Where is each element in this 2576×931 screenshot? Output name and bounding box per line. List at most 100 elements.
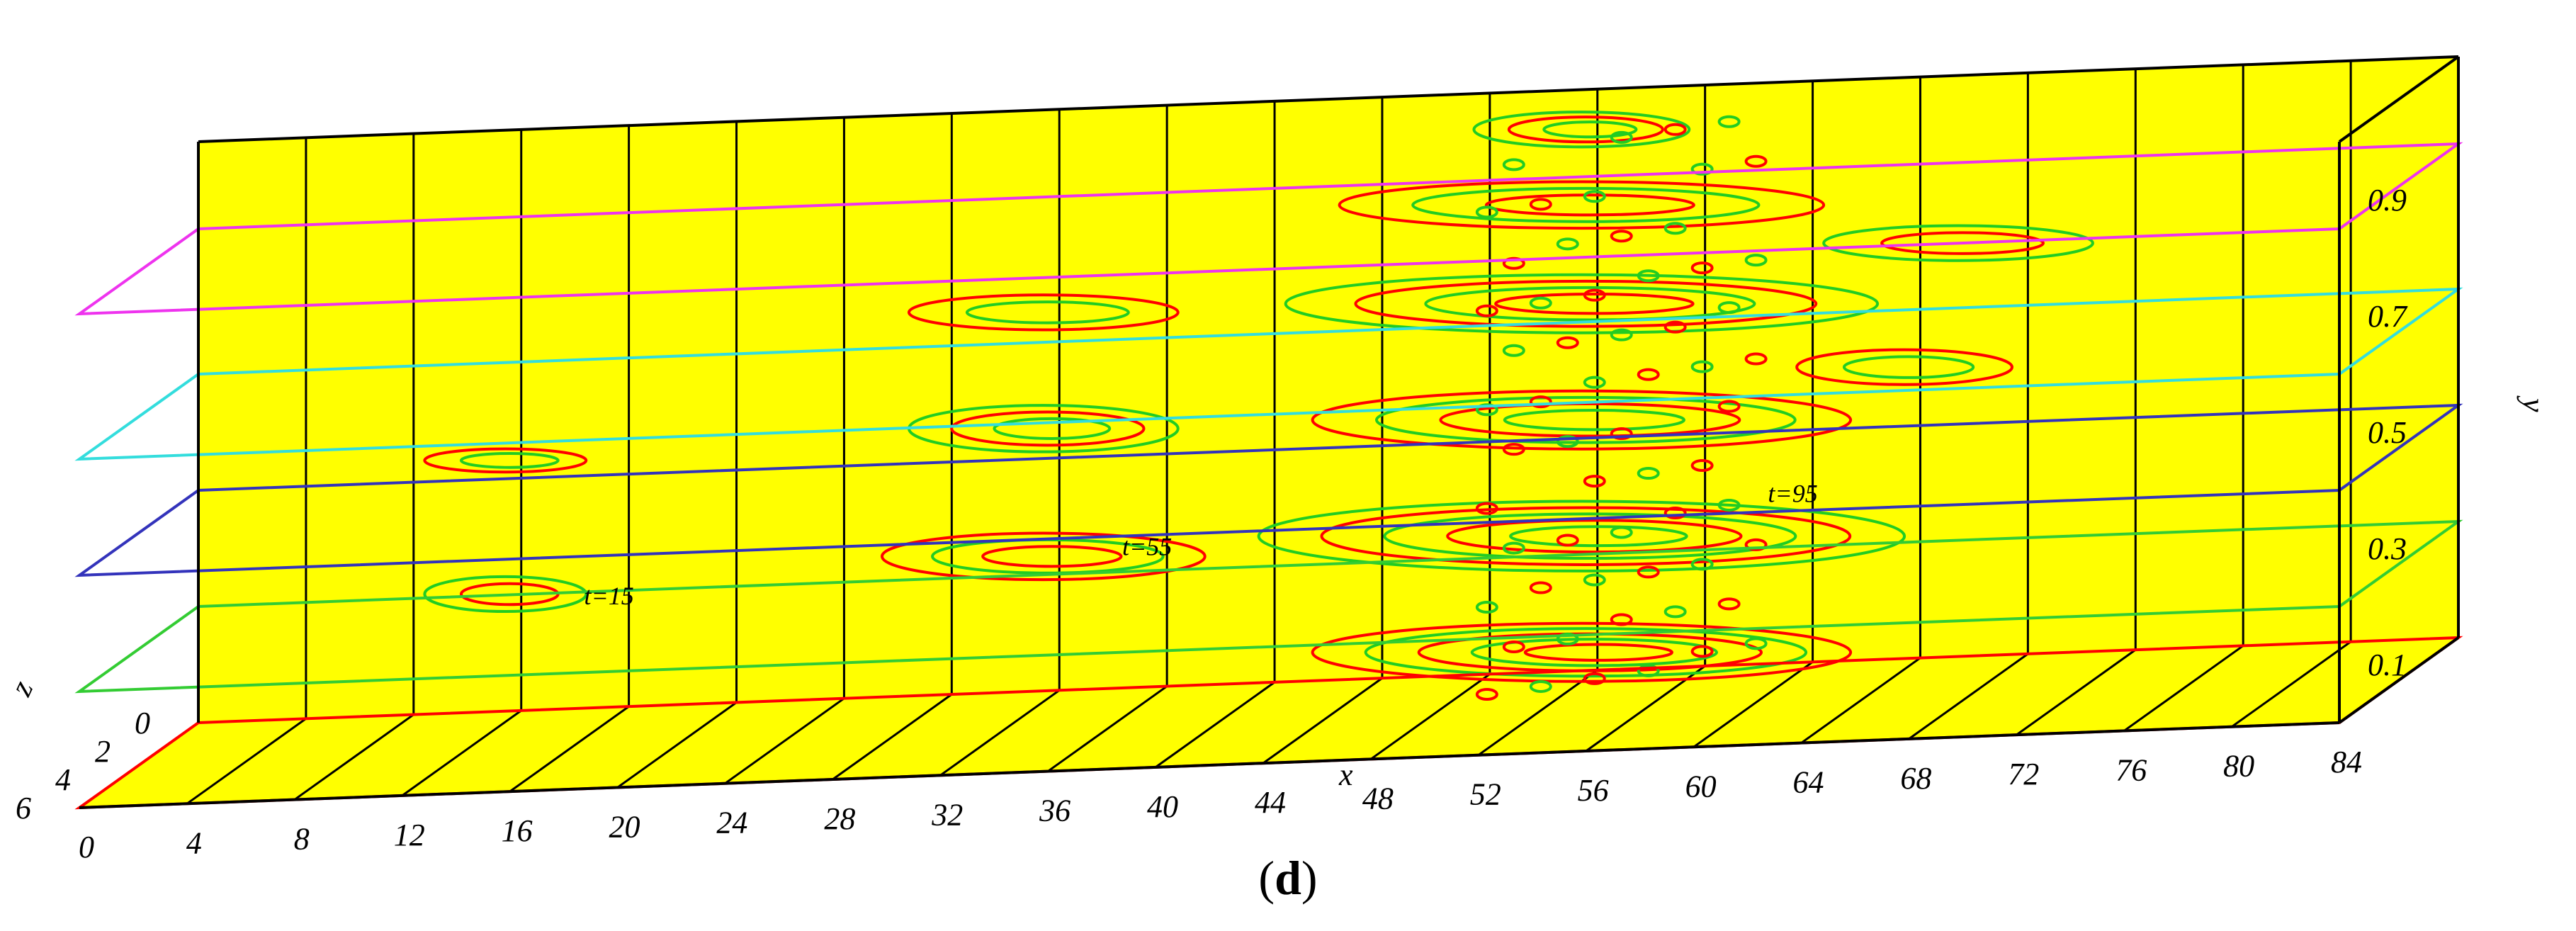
contour-line: [1637, 664, 1660, 677]
floor-gridline: [832, 693, 953, 781]
y-tick-label: 0.7: [2368, 299, 2408, 334]
contour-line: [1529, 296, 1552, 310]
contour-line: [1610, 130, 1633, 144]
back-wall: [198, 57, 2458, 723]
x-tick-labels: 0 4 8 12 16 20 24 28 32 36 40 44 48 52 56 60 64 68 72 76 80 8…: [79, 745, 2362, 864]
contour-line: [1717, 115, 1741, 128]
z-tick-label: 2: [95, 734, 111, 769]
contour-line: [880, 531, 1207, 582]
x-tick-label: 0: [79, 830, 94, 864]
contour-line: [1439, 402, 1741, 438]
contour-line: [950, 410, 1146, 447]
floor: [79, 638, 2458, 808]
contour-line: [1556, 435, 1579, 448]
x-tick-label: 80: [2223, 749, 2254, 784]
floor-gridline: [2123, 645, 2244, 732]
contour-line: [1610, 427, 1633, 441]
contour-line: [1502, 256, 1525, 270]
contour-line: [423, 575, 588, 614]
contour-line: [1502, 443, 1525, 456]
floor-gridline: [1693, 661, 1814, 748]
time-annotation: t=55: [1122, 533, 1172, 561]
contour-line: [1529, 395, 1552, 409]
contour-line: [1502, 344, 1525, 357]
contour-line: [1494, 293, 1695, 315]
contour-line: [1529, 198, 1552, 211]
time-annotation: t=15: [584, 582, 633, 610]
frame-edge: [2338, 636, 2460, 724]
contour-line: [1556, 237, 1579, 251]
contour-line: [1690, 645, 1714, 658]
floor-gridline: [401, 709, 522, 797]
box-frame: [79, 55, 2460, 809]
contour-line: [1583, 376, 1606, 389]
contour-line: [1795, 348, 2013, 386]
z-tick-label: 4: [55, 762, 71, 797]
contour-line: [1523, 643, 1673, 662]
contour-line: [907, 293, 1180, 332]
y-tick-labels: 0.1 0.3 0.5 0.7 0.9: [2368, 183, 2408, 682]
contour-line: [423, 447, 588, 474]
x-tick-label: 48: [1362, 781, 1394, 816]
contour-line: [1583, 573, 1606, 587]
contour-line: [1690, 162, 1714, 176]
contour-line: [1257, 500, 1906, 572]
contour-line: [1842, 355, 1975, 379]
floor-gridline: [2231, 641, 2351, 728]
contour-line: [1717, 400, 1741, 413]
contour-line: [1880, 231, 2045, 255]
contour-line: [1502, 158, 1525, 171]
contour-line: [1507, 115, 1664, 144]
contour-line: [981, 545, 1123, 568]
contour-line: [965, 300, 1130, 325]
floor-gridline: [1800, 657, 1921, 744]
x-tick-label: 36: [1039, 794, 1070, 828]
box-faces: [79, 57, 2460, 809]
contour-line: [1475, 304, 1498, 317]
contour-line: [1556, 336, 1579, 349]
contour-line: [1663, 605, 1687, 619]
contour-line: [459, 452, 560, 469]
floor-gridline: [616, 701, 738, 789]
x-tick-label: 64: [1792, 765, 1824, 800]
frame-edge: [198, 55, 2459, 143]
contour-line: [1822, 224, 2094, 262]
y-tick-label: 0.3: [2368, 531, 2407, 566]
contour-line: [1475, 205, 1498, 219]
contour-line: [1717, 498, 1741, 512]
contour-line: [1717, 597, 1741, 611]
contour-line: [1529, 581, 1552, 594]
time-annotation: t=95: [1768, 479, 1817, 507]
contour-line: [1320, 506, 1852, 566]
x-tick-label: 56: [1578, 773, 1609, 808]
contour-line: [1637, 368, 1660, 381]
contour-line: [1502, 640, 1525, 653]
contour-line: [1610, 230, 1633, 243]
floor-gridline: [1262, 677, 1383, 764]
contour-line: [1311, 621, 1853, 683]
contour-line: [993, 417, 1112, 440]
contour-line: [1354, 279, 1818, 328]
contour-line: [1583, 190, 1606, 203]
contour-line: [1663, 222, 1687, 235]
floor-gridline: [724, 697, 845, 784]
contour-line: [1311, 389, 1853, 451]
x-tick-label: 8: [294, 822, 310, 857]
y-tick-label: 0.1: [2368, 648, 2407, 682]
x-tick-label: 28: [824, 801, 855, 836]
contour-line: [1556, 632, 1579, 645]
x-tick-label: 84: [2331, 745, 2362, 779]
floor-gridline: [939, 689, 1061, 777]
x-tick-label: 12: [394, 818, 425, 852]
x-tick-label: 20: [609, 809, 640, 844]
x-tick-label: 76: [2115, 752, 2147, 787]
contour-line: [1374, 395, 1797, 444]
contour-line: [1529, 679, 1552, 693]
contour-line: [1637, 565, 1660, 579]
contour-line: [1690, 261, 1714, 275]
y-axis-label: y: [2516, 395, 2551, 412]
contour-line: [1475, 403, 1498, 417]
contour-line: [1583, 288, 1606, 302]
